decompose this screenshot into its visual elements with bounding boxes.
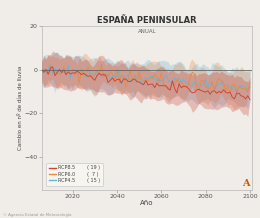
- Title: ESPAÑA PENINSULAR: ESPAÑA PENINSULAR: [97, 16, 197, 25]
- Legend: RCP8.5        ( 19 ), RCP6.0        (  7 ), RCP4.5        ( 15 ): RCP8.5 ( 19 ), RCP6.0 ( 7 ), RCP4.5 ( 15…: [46, 163, 103, 186]
- Text: © Agencia Estatal de Meteorología: © Agencia Estatal de Meteorología: [3, 213, 71, 217]
- Y-axis label: Cambio en nº de días de lluvia: Cambio en nº de días de lluvia: [18, 66, 23, 150]
- Text: A: A: [243, 179, 250, 188]
- X-axis label: Año: Año: [140, 200, 154, 206]
- Text: ANUAL: ANUAL: [138, 29, 156, 34]
